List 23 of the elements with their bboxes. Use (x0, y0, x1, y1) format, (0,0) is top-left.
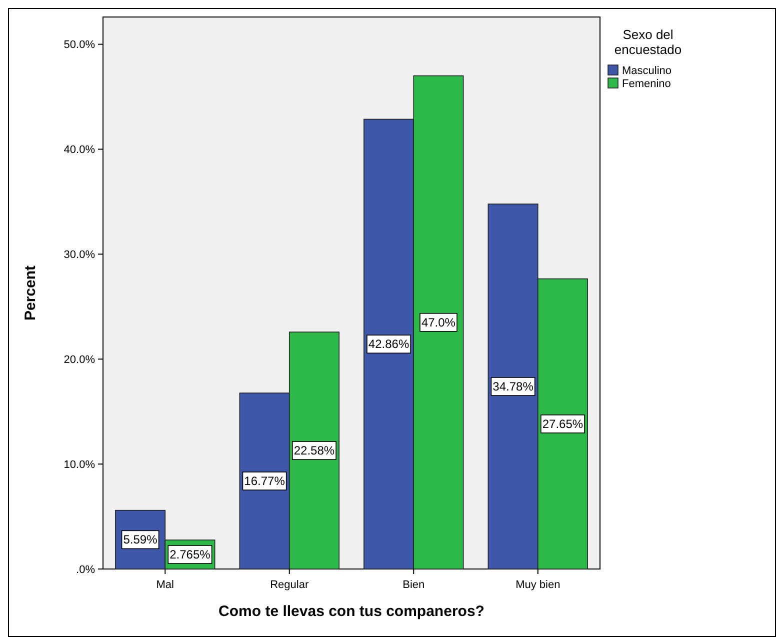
y-tick-label: 10.0% (64, 458, 96, 471)
data-label: 42.86% (368, 337, 410, 352)
x-tick-label: Mal (156, 579, 174, 591)
legend-title: Sexo del encuestado (614, 27, 682, 57)
x-axis-title: Como te llevas con tus companeros? (218, 603, 484, 620)
y-tick-label: 20.0% (64, 354, 96, 366)
data-label: 2.765% (170, 547, 211, 562)
x-tick-label: Muy bien (516, 579, 560, 591)
data-label: 16.77% (244, 474, 286, 488)
y-tick-label: 40.0% (64, 144, 96, 156)
y-tick-label: 50.0% (64, 39, 96, 52)
y-tick-label: 30.0% (64, 249, 96, 262)
data-label: 5.59% (123, 532, 158, 547)
data-label: 34.78% (492, 380, 534, 394)
data-label: 27.65% (542, 416, 584, 431)
legend-label: Masculino (622, 65, 672, 77)
x-tick-label: Regular (270, 579, 309, 591)
y-axis-title: Percent (22, 265, 39, 321)
legend-label: Femenino (622, 78, 671, 90)
data-label: 47.0% (421, 315, 456, 330)
data-label: 22.58% (294, 444, 335, 458)
y-tick-label: .0% (76, 564, 96, 576)
x-tick-label: Bien (402, 579, 425, 591)
